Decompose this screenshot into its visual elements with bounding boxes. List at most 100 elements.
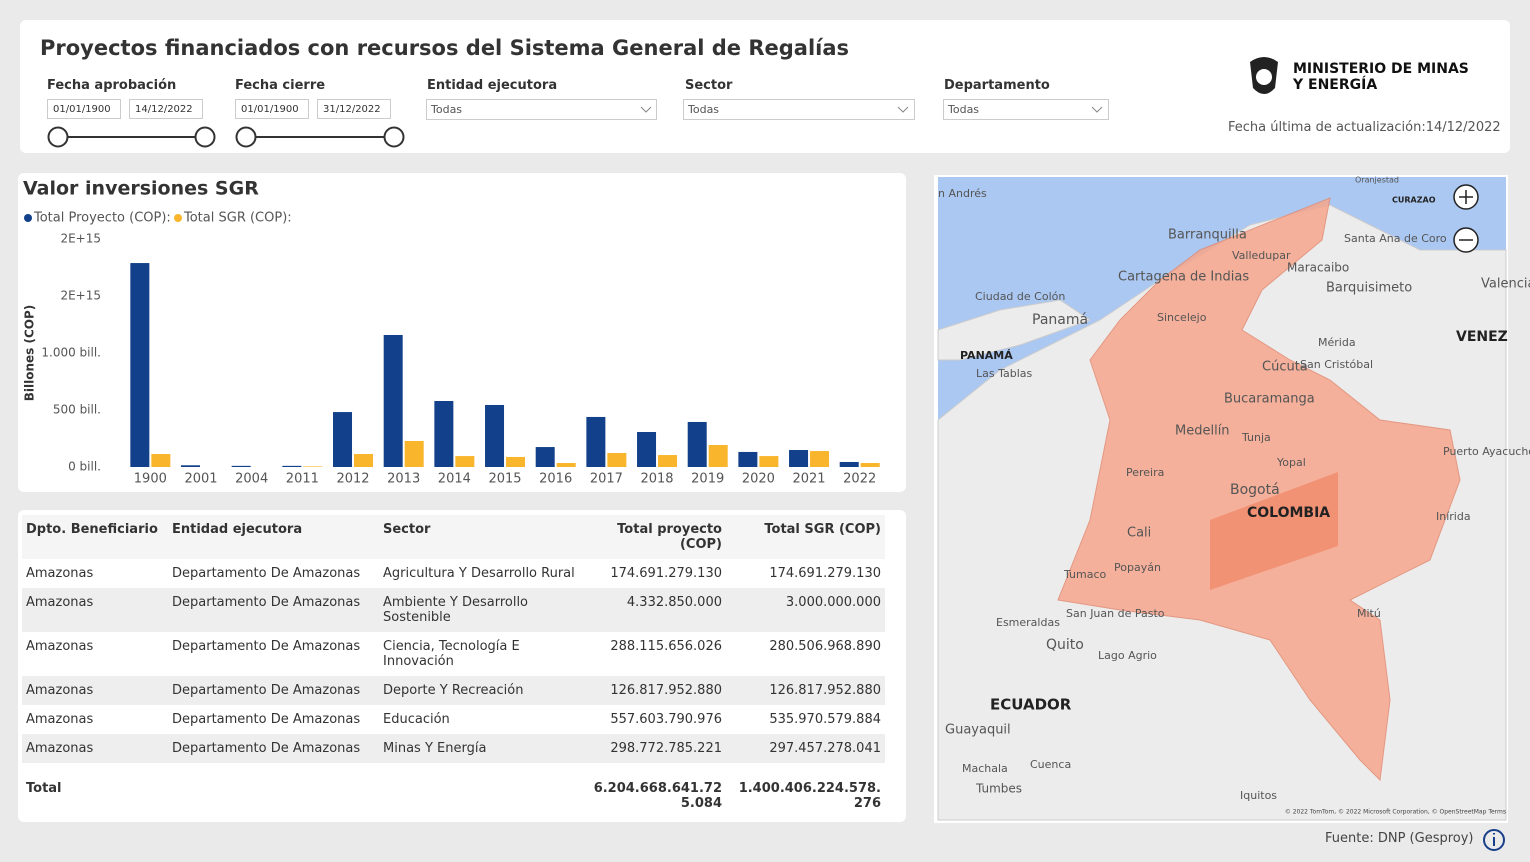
table-cell: Departamento De Amazonas [172,683,361,698]
date-input[interactable]: 01/01/1900 [47,99,121,119]
map-label: CURAZAO [1392,196,1436,205]
slider[interactable] [47,126,216,148]
bar [556,463,576,467]
map-label: Bucaramanga [1224,392,1315,407]
table-cell: 297.457.278.041 [769,741,881,756]
table-cell: 298.772.785.221 [610,741,722,756]
table-cell: Educación [383,712,450,727]
bar [607,452,627,467]
bar [506,456,526,467]
map-label: Santa Ana de Coro [1344,232,1447,245]
map-label: Mitú [1357,607,1381,620]
slider[interactable] [235,126,405,148]
bar [637,432,657,467]
map-label: PANAMÁ [960,349,1013,362]
bar [810,451,830,467]
table-row: Amazonas Departamento De Amazonas Deporte … [22,676,885,705]
zoom-in[interactable] [1453,184,1479,210]
bar [738,451,758,467]
filter-label: Sector [685,78,733,93]
bar [455,456,475,467]
info-icon[interactable] [1483,829,1505,851]
bar [181,465,201,467]
logo-text: Y ENERGÍA [1293,77,1378,93]
date-input[interactable]: 14/12/2022 [129,99,203,119]
table-row: Amazonas Departamento De Amazonas Minas Y … [22,734,885,763]
table-cell: Amazonas [26,566,94,581]
table-cell: Amazonas [26,683,94,698]
table-card [18,510,906,822]
x-tick-label: 2017 [590,472,623,487]
map-label: Las Tablas [976,367,1033,380]
map-label: Ciudad de Colón [975,290,1065,303]
table-cell: 3.000.000.000 [785,595,881,610]
map-label: COLOMBIA [1247,505,1330,521]
map-label: Cali [1127,526,1151,541]
bar [130,263,150,467]
map-label: Puerto Ayacucho [1443,445,1530,458]
chart-title: Valor inversiones SGR [23,178,259,200]
map-label: Pereira [1126,466,1164,479]
dropdown[interactable]: Todas [426,99,657,120]
date-input[interactable]: 01/01/1900 [235,99,309,119]
table-scroll[interactable]: Dpto. Beneficiario Entidad ejecutora Secto… [22,515,885,772]
y-tick-label: 2E+15 [60,232,101,246]
map-label: Medellín [1175,424,1230,439]
x-tick-label: 2022 [843,472,876,487]
highlight-region [1210,472,1338,590]
source: Fuente: DNP (Gesproy) [1325,831,1474,846]
bar [303,466,323,467]
bar [151,454,171,467]
x-tick-label: 2020 [742,472,775,487]
map-label: Guayaquil [945,723,1011,738]
dropdown[interactable]: Todas [943,99,1109,120]
map-label: Tumbes [975,782,1022,796]
table-cell: 174.691.279.130 [610,566,722,581]
map-label: Machala [962,762,1008,775]
map-label: Inírida [1436,510,1471,523]
bar [860,463,880,467]
map-label: Valencia [1481,277,1530,292]
table: Dpto. Beneficiario Entidad ejecutora Secto… [22,515,885,763]
header-row: Dpto. Beneficiario Entidad ejecutora Secto… [22,515,885,559]
map-label: VENEZ [1456,329,1508,345]
dropdown[interactable]: Todas [683,99,915,120]
table-cell: Ciencia, Tecnología E Innovación [383,639,520,669]
bar [658,455,678,467]
map-label: Valledupar [1232,249,1291,262]
filter-label: Fecha aprobación [47,78,177,93]
table-cell: 288.115.656.026 [610,639,722,654]
map-label: Cúcuta [1262,360,1308,375]
table-cell: Deporte Y Recreación [383,683,524,698]
table-row: Amazonas Departamento De Amazonas Agricult… [22,559,885,588]
x-tick-label: 2011 [286,472,319,487]
table-cell: 280.506.968.890 [769,639,881,654]
column-header[interactable]: Dpto. Beneficiario [22,515,168,559]
y-tick-label: 500 bill. [53,403,101,417]
x-tick-label: 2015 [488,472,521,487]
map-label: Lago Agrio [1098,649,1157,662]
table-cell: Agricultura Y Desarrollo Rural [383,566,575,581]
bar [434,400,454,467]
map-label: Tumaco [1063,568,1107,581]
total-cell: 1.400.406.224.578.276 [738,781,881,811]
x-tick-label: 2001 [184,472,217,487]
bar [839,461,859,467]
logo-text: MINISTERIO DE MINAS [1293,61,1469,77]
map-label: Cuenca [1030,758,1071,771]
chart-card [18,173,906,492]
x-tick-label: 2012 [336,472,369,487]
column-header: Total proyecto (COP) [579,515,726,559]
table-cell: 126.817.952.880 [610,683,722,698]
column-header: Entidad ejecutora [168,515,379,559]
bar [282,465,302,467]
logo [1250,57,1278,94]
bar [383,334,403,467]
date-input[interactable]: 31/12/2022 [317,99,391,119]
table-row: Amazonas Departamento De Amazonas Educació… [22,705,885,734]
map-label: Yopal [1276,456,1306,469]
zoom-out[interactable] [1453,227,1479,253]
map-label: Cartagena de Indias [1118,270,1249,285]
